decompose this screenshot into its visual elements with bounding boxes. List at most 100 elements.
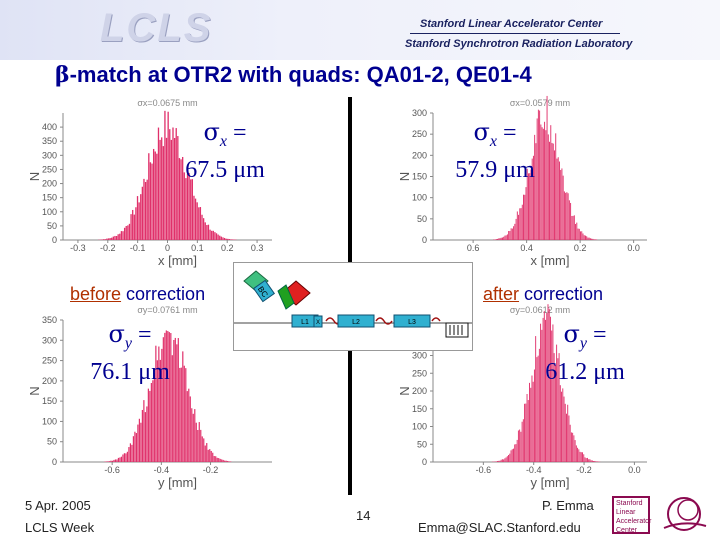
y-tick-label: 100 [42,207,57,217]
x-tick-label: 0.0 [628,465,641,475]
histogram-bar [591,460,593,462]
histogram-bar [494,461,496,462]
histogram-bar [113,459,115,462]
histogram-bar [545,319,546,462]
histogram-bar [584,235,586,240]
histogram-bar [227,460,229,462]
histogram-bar [563,396,565,462]
header-banner [0,0,720,60]
histogram-bar [135,433,137,462]
histogram-bar [532,381,534,462]
histogram-bar [156,360,158,462]
histogram-bar [149,390,151,462]
histogram-bar [144,181,147,240]
histogram-bar [561,391,563,462]
histogram-bar [524,194,526,240]
header-divider [410,33,620,34]
histogram-bar [222,459,224,462]
histogram-bar [596,239,598,240]
histogram-bar [514,223,516,240]
histogram-bar [498,460,500,462]
histogram-bar [136,196,139,240]
histogram-bar [544,121,546,240]
y-tick-label: 100 [412,193,427,203]
histogram-bar [209,449,211,462]
histogram-bar [523,194,524,240]
histogram-bar [105,461,108,462]
histogram-y-before: σy=0.0761 mm 0 50 100 150 200 250 300 350 -0.6 -0.… [27,305,272,490]
histogram-bar [500,237,502,240]
bc-tag: BC [252,279,276,303]
histogram-bar [564,403,566,462]
histogram-bar [147,388,149,462]
y-tick-label: 200 [412,150,427,160]
y-tick-label: 400 [42,122,57,132]
histogram-bar [155,345,157,462]
histogram-bar [200,429,202,462]
histogram-bar [566,413,567,462]
footer-event: LCLS Week [25,520,95,535]
histogram-bar [189,396,191,462]
histogram-bar [577,447,579,462]
histogram-bar [570,202,572,240]
x-tick-label: -0.6 [104,465,120,475]
histogram-bar [212,452,214,462]
histogram-bar [116,459,118,462]
y-tick-label: 150 [412,172,427,182]
histogram-bar [223,237,226,240]
histogram-bar [192,413,194,462]
histogram-bar [532,155,534,240]
histogram-bar [595,461,597,462]
histogram-bar [569,424,571,462]
histogram-bar [527,400,529,462]
histogram-bar [568,200,570,240]
histogram-bar [518,214,520,240]
y-tick-label: 150 [412,404,427,414]
histogram-bar [182,351,184,462]
footer-email[interactable]: Emma@SLAC.Stanford.edu [418,520,581,535]
x-tick-label: -0.2 [576,465,592,475]
histogram-bar [537,355,539,462]
histogram-bar [195,422,197,462]
histogram-bar [140,422,142,462]
histogram-bar [555,133,557,240]
histogram-bar [504,235,506,240]
y-tick-label: 300 [42,150,57,160]
histogram-bar [513,226,515,240]
histogram-bar [225,460,227,462]
histogram-bar [198,422,200,462]
y-tick-label: 300 [42,335,57,345]
histogram-bar [536,357,538,462]
histogram-bar [225,238,227,240]
histogram-bar [185,368,187,462]
x-tick-label: 0 [165,243,170,253]
histogram-bar [585,458,587,462]
footer-author: P. Emma [542,498,594,513]
histogram-bar [499,238,501,240]
x-tick-label: -0.3 [70,243,86,253]
y-tick-label: 200 [42,376,57,386]
histogram-bar [505,457,507,462]
histogram-bar [499,460,501,462]
y-tick-label: 0 [422,457,427,467]
histogram-bar [128,447,130,462]
y-tick-label: 100 [412,422,427,432]
histogram-bar [556,158,558,240]
histogram-bar [132,209,134,240]
histogram-bar [152,380,154,462]
histogram-bar [554,150,555,240]
x-tick-label: 0.2 [574,243,587,253]
histogram-bar [535,143,537,240]
histogram-bar [494,239,496,240]
x-axis-label: x [mm] [531,253,570,268]
histogram-bar [122,454,124,462]
histogram-bar [138,418,140,462]
histogram-bar [162,146,164,240]
y-tick-label: 50 [417,214,427,224]
histogram-bar [112,236,114,240]
histogram-bar [536,118,538,240]
histogram-bar [578,449,580,462]
histogram-bar [504,458,506,462]
after-correction-label: after correction [483,284,604,304]
histogram-bar [520,208,522,240]
